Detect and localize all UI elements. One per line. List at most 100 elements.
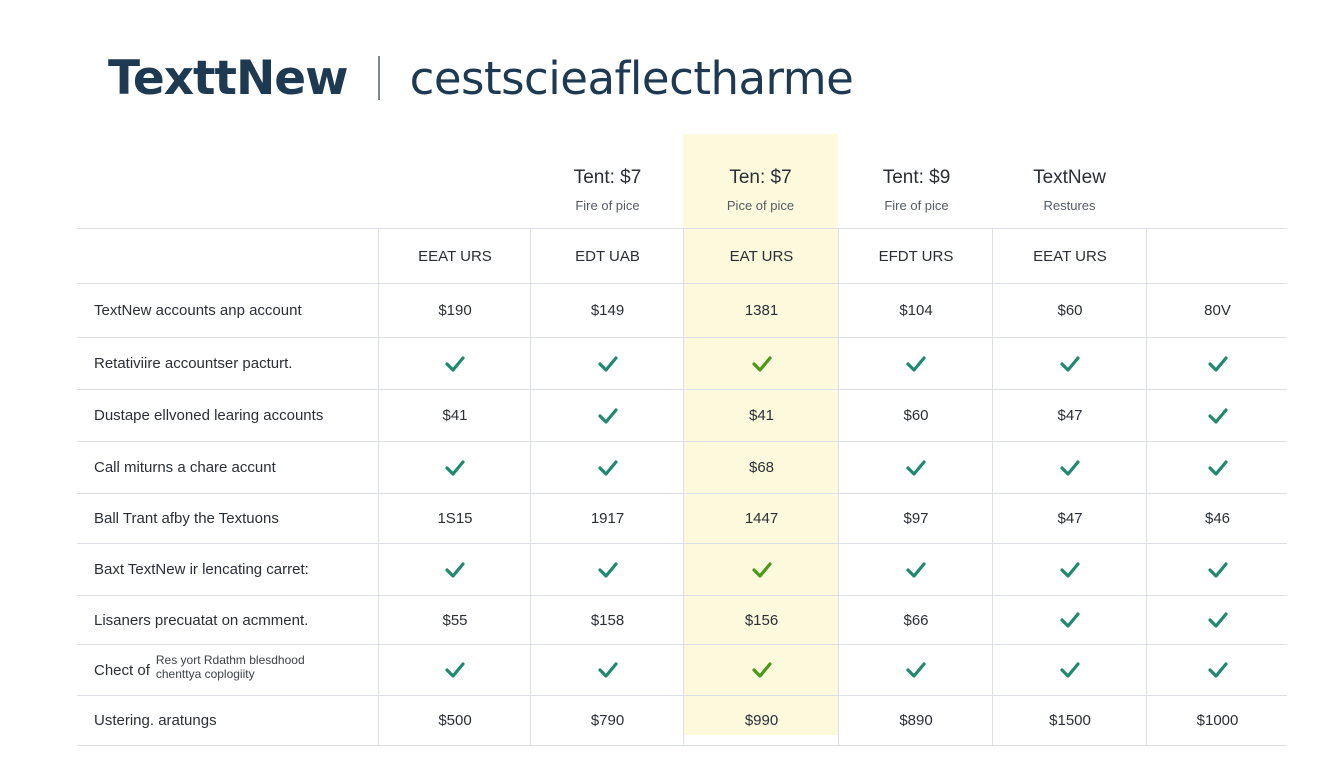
plan-column-3[interactable]: Tent: $9 Fire of pice — [839, 166, 994, 213]
feature-included-cell — [992, 645, 1147, 695]
row-label-note-line: Res yort Rdathm blesdhood — [155, 653, 305, 667]
price-cell: $66 — [838, 596, 993, 644]
feature-included-cell — [1146, 645, 1288, 695]
header-divider — [377, 56, 380, 100]
price-cell: $990 — [683, 696, 839, 745]
price-cell: $1500 — [992, 696, 1147, 745]
feature-included-cell — [683, 645, 839, 695]
checkmark-icon — [1060, 355, 1080, 372]
feature-included-cell — [1146, 390, 1288, 441]
price-cell: $41 — [683, 390, 839, 441]
price-cell: $890 — [838, 696, 993, 745]
feature-included-cell — [378, 645, 531, 695]
feature-included-cell — [1146, 596, 1288, 644]
brand-logo: TexttNew — [108, 50, 349, 106]
feature-included-cell — [838, 338, 993, 389]
feature-included-cell — [838, 442, 993, 493]
feature-included-cell — [378, 442, 531, 493]
price-cell: $47 — [992, 390, 1147, 441]
feature-included-cell — [838, 544, 993, 595]
price-cell: $46 — [1146, 494, 1288, 543]
row-label: Chect of Res yort Rdathm blesdhood chentty… — [94, 645, 305, 695]
price-cell: 80V — [1146, 284, 1288, 337]
checkmark-icon — [1207, 561, 1228, 578]
price-cell: $790 — [530, 696, 684, 745]
table-row: Call miturns a chare accunt $68 — [77, 442, 1287, 494]
checkmark-icon — [1207, 355, 1228, 372]
row-label: Ustering. aratungs — [94, 712, 217, 729]
table-row: Ball Trant afby the Textuons 1S15 1917 1447… — [77, 494, 1287, 544]
plan-name: Tent: $9 — [882, 167, 951, 188]
price-cell: $55 — [378, 596, 531, 644]
feature-header-cell: EFDT URS — [838, 229, 993, 283]
table-row: Retativiire accountser pacturt. — [77, 338, 1287, 390]
table-row: Lisaners precuatat on acmment. $55 $158 $15… — [77, 596, 1287, 645]
table-row: TextNew accounts anp account $190 $149 1381… — [77, 284, 1287, 338]
checkmark-icon — [597, 662, 618, 678]
highlighted-plan-column — [683, 134, 838, 735]
feature-included-cell — [838, 645, 993, 695]
table-row: Baxt TextNew ir lencating carret: — [77, 544, 1287, 596]
checkmark-icon — [1060, 561, 1080, 578]
plan-subtitle: Restures — [1043, 198, 1096, 213]
checkmark-icon — [1207, 459, 1228, 476]
checkmark-icon — [597, 355, 618, 372]
feature-included-cell — [683, 544, 839, 595]
plan-column-1[interactable]: Tent: $7 Fire of pice — [530, 166, 685, 213]
feature-header-row: EEAT URS EDT UAB EAT URS EFDT URS EEAT URS — [77, 229, 1287, 284]
price-cell: $60 — [992, 284, 1147, 337]
table-row: Chect of Res yort Rdathm blesdhood chentty… — [77, 645, 1287, 696]
feature-included-cell — [992, 544, 1147, 595]
row-label-note: Res yort Rdathm blesdhood chenttya coplog… — [156, 653, 305, 681]
feature-included-cell — [992, 596, 1147, 644]
checkmark-icon — [751, 662, 772, 678]
checkmark-icon — [597, 407, 618, 424]
row-label: Retativiire accountser pacturt. — [94, 355, 293, 372]
row-label-note-line: chenttya coplogiity — [155, 667, 255, 681]
page-title: cestscieaflectharme — [409, 51, 854, 105]
row-label: Lisaners precuatat on acmment. — [94, 611, 309, 629]
plan-column-2[interactable]: Ten: $7 Pice of pice — [683, 166, 838, 213]
checkmark-icon — [751, 355, 772, 372]
feature-included-cell — [530, 544, 684, 595]
feature-included-cell — [683, 338, 839, 389]
row-label: Baxt TextNew ir lencating carret: — [94, 561, 309, 578]
feature-included-cell — [1146, 442, 1288, 493]
plan-header-row: Tent: $7 Fire of pice Ten: $7 Pice of pi… — [77, 134, 1287, 229]
feature-included-cell — [1146, 338, 1288, 389]
checkmark-icon — [597, 561, 618, 578]
checkmark-icon — [1207, 662, 1228, 678]
checkmark-icon — [445, 355, 465, 372]
plan-subtitle: Fire of pice — [575, 198, 640, 213]
feature-included-cell — [530, 390, 684, 441]
plan-subtitle: Pice of pice — [726, 198, 795, 213]
plan-column-4[interactable]: TextNew Restures — [992, 166, 1147, 213]
checkmark-icon — [1207, 612, 1228, 628]
checkmark-icon — [597, 459, 618, 476]
feature-included-cell — [992, 338, 1147, 389]
feature-included-cell — [992, 442, 1147, 493]
checkmark-icon — [906, 459, 926, 476]
checkmark-icon — [1060, 459, 1080, 476]
checkmark-icon — [906, 355, 926, 372]
checkmark-icon — [445, 662, 465, 678]
checkmark-icon — [1060, 612, 1080, 628]
row-label: Ball Trant afby the Textuons — [94, 510, 279, 527]
pricing-comparison-table: Tent: $7 Fire of pice Ten: $7 Pice of pi… — [77, 134, 1287, 746]
feature-included-cell — [1146, 544, 1288, 595]
price-cell: $1000 — [1146, 696, 1288, 745]
price-cell: $190 — [378, 284, 531, 337]
plan-name: TextNew — [1033, 167, 1106, 188]
feature-included-cell — [530, 645, 684, 695]
checkmark-icon — [1060, 662, 1080, 678]
price-cell: $500 — [378, 696, 531, 745]
price-cell: $97 — [838, 494, 993, 543]
price-cell: $156 — [683, 596, 839, 644]
feature-header-cell: EDT UAB — [530, 229, 684, 283]
price-cell: $47 — [992, 494, 1147, 543]
price-cell: 1917 — [530, 494, 684, 543]
feature-included-cell — [530, 442, 684, 493]
feature-included-cell — [378, 338, 531, 389]
checkmark-icon — [906, 561, 926, 578]
feature-header-cell — [1146, 229, 1288, 283]
